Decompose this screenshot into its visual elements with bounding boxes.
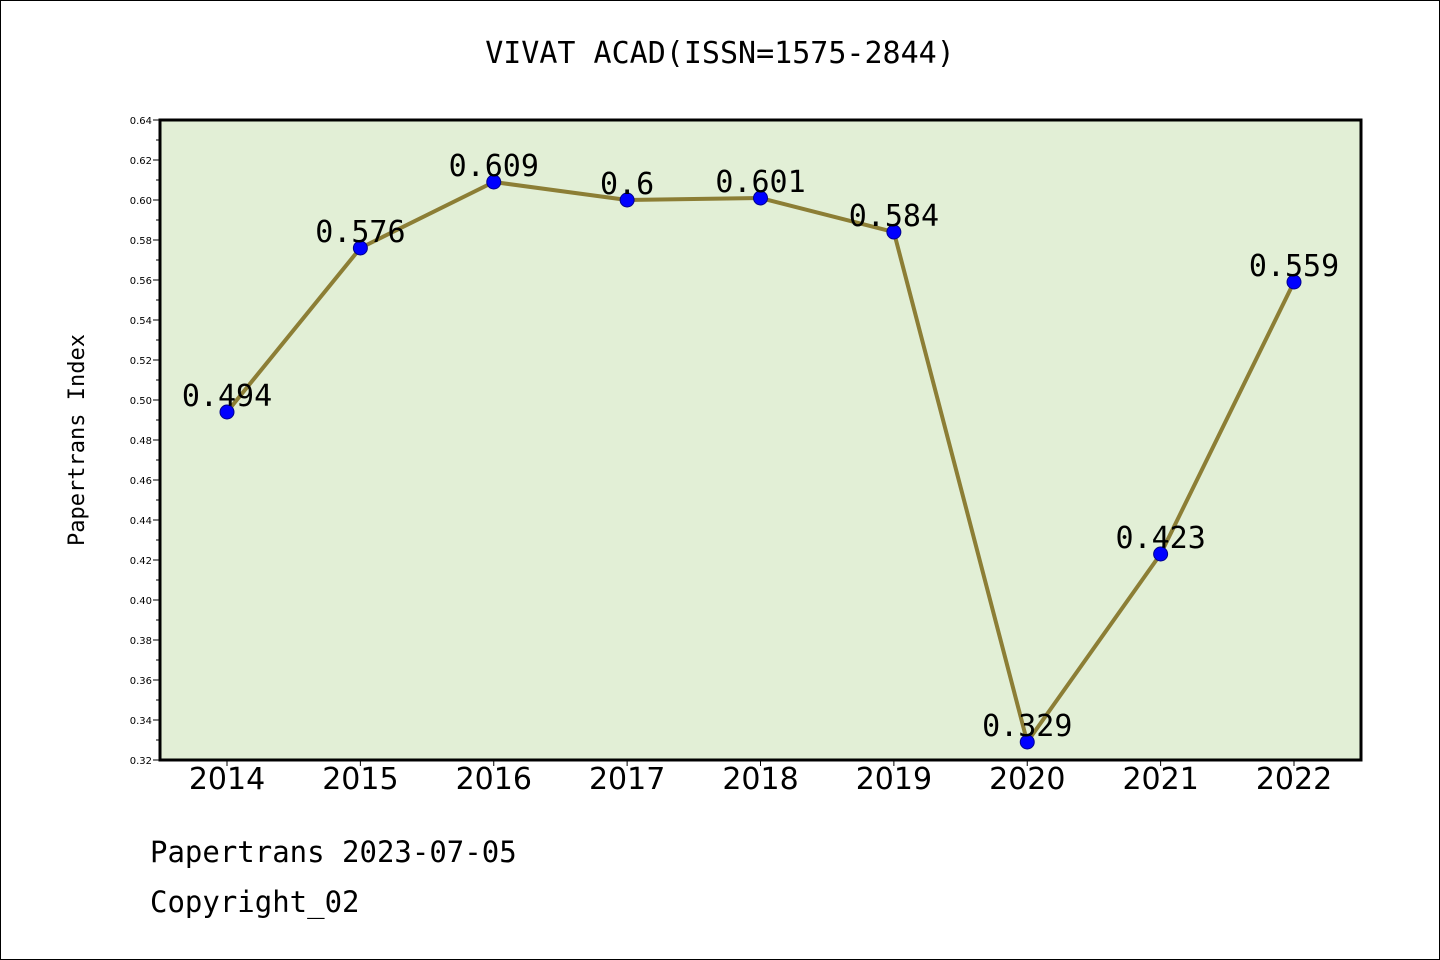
x-tick-label: 2015: [322, 762, 398, 797]
y-tick-label: 0.44: [130, 516, 152, 527]
data-labels: 0.494 0.576 0.609 0.6 0.601 0.584 0.329 0.423 0.…: [182, 149, 1339, 744]
plot-border: [158, 118, 1363, 762]
data-label: 0.601: [715, 165, 805, 200]
x-tick-label: 2020: [989, 762, 1065, 797]
y-tick-label: 0.46: [130, 476, 152, 487]
data-label: 0.584: [849, 199, 939, 234]
x-tick-label: 2022: [1256, 762, 1332, 797]
y-tick-label: 0.50: [130, 396, 152, 407]
y-tick-label: 0.62: [130, 156, 152, 167]
y-tick-label: 0.36: [130, 676, 152, 687]
y-tick-label: 0.40: [130, 596, 152, 607]
footer-copyright: Copyright_02: [150, 885, 360, 919]
x-tick-label: 2019: [856, 762, 932, 797]
data-point: [886, 224, 902, 240]
data-label: 0.6: [600, 167, 654, 202]
data-label: 0.494: [182, 379, 272, 414]
footer-date: Papertrans 2023-07-05: [150, 835, 517, 869]
x-axis: 2014 2015 2016 2017 2018 2019 2020 2021 2022: [189, 760, 1332, 797]
y-tick-label: 0.64: [130, 116, 152, 127]
y-tick-label: 0.58: [130, 236, 152, 247]
data-label: 0.559: [1249, 249, 1339, 284]
y-tick-label: 0.42: [130, 556, 152, 567]
y-tick-label: 0.34: [130, 716, 152, 727]
x-tick-label: 2018: [722, 762, 798, 797]
plot-area: [160, 120, 1361, 760]
data-label: 0.423: [1115, 521, 1205, 556]
x-tick-label: 2016: [456, 762, 532, 797]
x-tick-label: 2021: [1122, 762, 1198, 797]
data-label: 0.329: [982, 709, 1072, 744]
x-tick-label: 2014: [189, 762, 265, 797]
y-tick-label: 0.54: [130, 316, 152, 327]
chart-title: VIVAT ACAD(ISSN=1575-2844): [485, 36, 955, 71]
data-point: [486, 174, 502, 190]
y-tick-label: 0.48: [130, 436, 152, 447]
y-tick-label: 0.56: [130, 276, 152, 287]
x-tick-label: 2017: [589, 762, 665, 797]
y-axis: 0.32 0.34 0.36 0.38 0.40 0.42 0.44 0.46 0.48 0.50…: [130, 116, 160, 767]
data-point: [352, 240, 368, 256]
y-tick-label: 0.38: [130, 636, 152, 647]
data-markers: [219, 174, 1302, 750]
data-point: [1286, 274, 1302, 290]
data-point: [619, 192, 635, 208]
data-point: [753, 190, 768, 206]
y-tick-label: 0.60: [130, 196, 152, 207]
data-point: [1019, 734, 1035, 750]
data-point: [1153, 546, 1169, 562]
data-point: [219, 404, 235, 420]
data-label: 0.609: [449, 149, 539, 184]
y-axis-label: Papertrans Index: [65, 334, 90, 546]
y-tick-label: 0.52: [130, 356, 152, 367]
data-label: 0.576: [315, 215, 405, 250]
y-tick-label: 0.32: [130, 756, 152, 767]
